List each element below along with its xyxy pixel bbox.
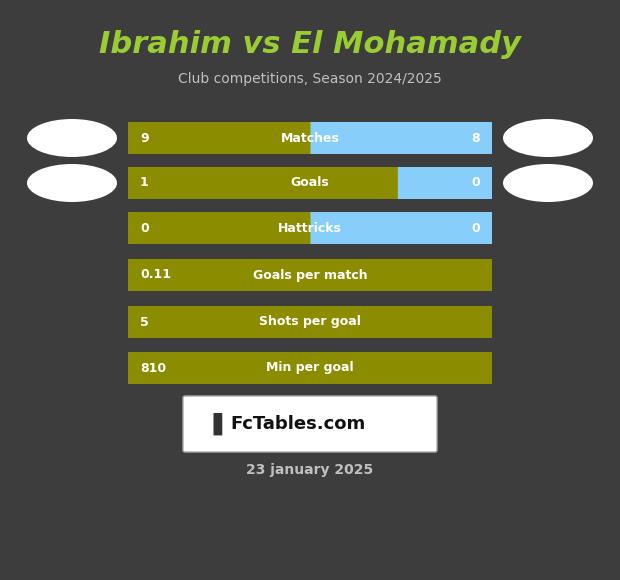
Ellipse shape	[503, 119, 593, 157]
FancyBboxPatch shape	[128, 259, 492, 291]
Text: Club competitions, Season 2024/2025: Club competitions, Season 2024/2025	[178, 72, 442, 86]
Text: Min per goal: Min per goal	[266, 361, 354, 375]
Ellipse shape	[503, 164, 593, 202]
Text: 5: 5	[140, 316, 149, 328]
FancyBboxPatch shape	[128, 212, 492, 244]
Text: Goals: Goals	[291, 176, 329, 190]
Text: FcTables.com: FcTables.com	[230, 415, 365, 433]
Text: ▐: ▐	[205, 413, 221, 435]
FancyBboxPatch shape	[128, 122, 311, 154]
Text: 0: 0	[140, 222, 149, 234]
Text: 8: 8	[471, 132, 480, 144]
Text: Matches: Matches	[281, 132, 339, 144]
Text: 9: 9	[140, 132, 149, 144]
Text: 23 january 2025: 23 january 2025	[246, 463, 374, 477]
FancyBboxPatch shape	[128, 212, 311, 244]
Text: Ibrahim vs El Mohamady: Ibrahim vs El Mohamady	[99, 30, 521, 59]
Ellipse shape	[27, 119, 117, 157]
FancyBboxPatch shape	[183, 396, 437, 452]
Text: 0: 0	[471, 176, 480, 190]
Text: Hattricks: Hattricks	[278, 222, 342, 234]
Ellipse shape	[27, 164, 117, 202]
FancyBboxPatch shape	[128, 167, 398, 199]
FancyBboxPatch shape	[128, 167, 492, 199]
Text: 0: 0	[471, 222, 480, 234]
Text: 1: 1	[140, 176, 149, 190]
Text: Shots per goal: Shots per goal	[259, 316, 361, 328]
Text: 810: 810	[140, 361, 166, 375]
FancyBboxPatch shape	[128, 352, 492, 384]
Text: Goals per match: Goals per match	[253, 269, 367, 281]
FancyBboxPatch shape	[128, 306, 492, 338]
Text: 0.11: 0.11	[140, 269, 171, 281]
FancyBboxPatch shape	[128, 122, 492, 154]
